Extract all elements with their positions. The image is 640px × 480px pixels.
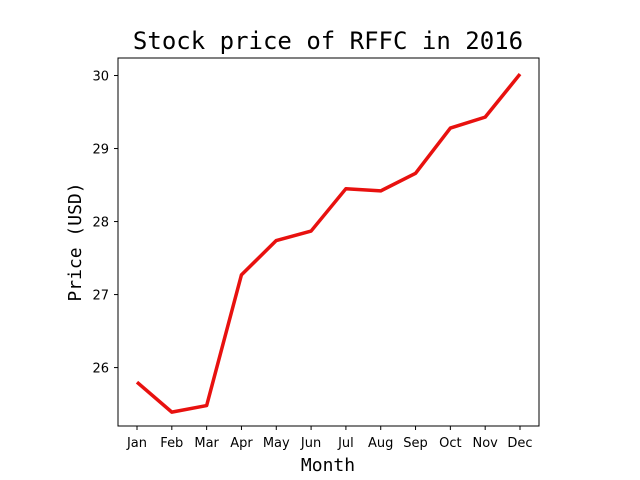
x-tick-label: Oct xyxy=(439,436,461,451)
y-tick-label: 26 xyxy=(92,362,109,377)
y-tick-label: 29 xyxy=(92,143,109,158)
y-tick-label: 28 xyxy=(92,216,109,231)
price-line xyxy=(135,72,522,414)
x-tick-label: Feb xyxy=(160,436,183,451)
y-axis: 26 27 28 29 30 xyxy=(92,70,118,377)
y-tick-label: 27 xyxy=(92,289,109,304)
x-tick-label: Jan xyxy=(126,436,147,451)
y-tick-label: 30 xyxy=(92,70,109,85)
x-tick-label: Dec xyxy=(507,436,532,451)
x-tick-label: May xyxy=(263,436,290,451)
x-tick-label: Jun xyxy=(300,436,321,451)
x-tick-label: Jul xyxy=(337,436,354,451)
x-tick-label: Sep xyxy=(403,436,428,451)
chart-title: Stock price of RFFC in 2016 xyxy=(133,27,523,55)
plot-frame xyxy=(117,57,540,427)
x-tick-label: Mar xyxy=(194,436,219,451)
x-tick-label: Nov xyxy=(472,436,498,451)
x-tick-label: Aug xyxy=(368,436,393,451)
x-axis: Jan Feb Mar Apr May Jun Jul Aug Sep Oct Nov Dec xyxy=(126,426,533,451)
y-axis-label: Price (USD) xyxy=(65,182,86,301)
series-group xyxy=(135,72,522,414)
x-tick-label: Apr xyxy=(230,436,253,451)
x-axis-label: Month xyxy=(301,455,355,476)
